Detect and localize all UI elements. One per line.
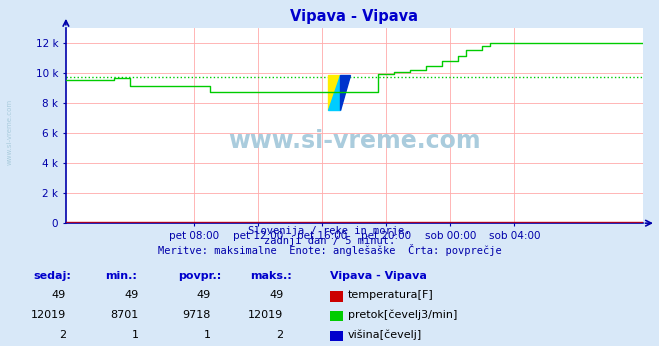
Polygon shape <box>328 75 340 110</box>
Text: 49: 49 <box>51 290 66 300</box>
Text: 12019: 12019 <box>31 310 66 320</box>
Text: 49: 49 <box>196 290 211 300</box>
Text: min.:: min.: <box>105 271 137 281</box>
Text: povpr.:: povpr.: <box>178 271 221 281</box>
Text: 2: 2 <box>276 330 283 340</box>
Text: zadnji dan / 5 minut.: zadnji dan / 5 minut. <box>264 236 395 246</box>
Text: 12019: 12019 <box>248 310 283 320</box>
Text: 8701: 8701 <box>110 310 138 320</box>
Text: 9718: 9718 <box>183 310 211 320</box>
Text: temperatura[F]: temperatura[F] <box>348 290 434 300</box>
Text: www.si-vreme.com: www.si-vreme.com <box>7 98 13 165</box>
Text: Meritve: maksimalne  Enote: anglešaške  Črta: povprečje: Meritve: maksimalne Enote: anglešaške Čr… <box>158 244 501 256</box>
Polygon shape <box>328 75 340 110</box>
Text: 2: 2 <box>59 330 66 340</box>
Text: 1: 1 <box>131 330 138 340</box>
Title: Vipava - Vipava: Vipava - Vipava <box>290 9 418 24</box>
Text: višina[čevelj]: višina[čevelj] <box>348 329 422 340</box>
Text: maks.:: maks.: <box>250 271 292 281</box>
Text: www.si-vreme.com: www.si-vreme.com <box>228 129 480 153</box>
Text: 1: 1 <box>204 330 211 340</box>
Polygon shape <box>340 75 350 110</box>
Text: 49: 49 <box>269 290 283 300</box>
Text: pretok[čevelj3/min]: pretok[čevelj3/min] <box>348 309 457 320</box>
Text: 49: 49 <box>124 290 138 300</box>
Text: Vipava - Vipava: Vipava - Vipava <box>330 271 426 281</box>
Text: Slovenija / reke in morje.: Slovenija / reke in morje. <box>248 226 411 236</box>
Text: sedaj:: sedaj: <box>33 271 71 281</box>
